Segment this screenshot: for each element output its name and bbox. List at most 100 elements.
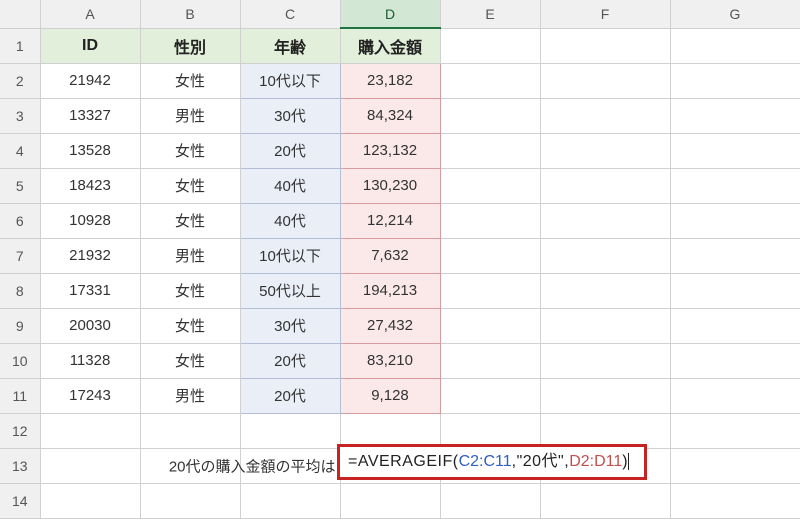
row-header-1[interactable]: 1 [0,28,40,63]
cell-C4[interactable]: 20代 [240,133,340,168]
cell-E3[interactable] [440,98,540,133]
col-header-D[interactable]: D [340,0,440,28]
cell-C8[interactable]: 50代以上 [240,273,340,308]
cell-B7[interactable]: 男性 [140,238,240,273]
cell-B3[interactable]: 男性 [140,98,240,133]
cell-B9[interactable]: 女性 [140,308,240,343]
cell-E1[interactable] [440,28,540,63]
cell-G10[interactable] [670,343,800,378]
cell-A3[interactable]: 13327 [40,98,140,133]
cell-D5[interactable]: 130,230 [340,168,440,203]
cell-D4[interactable]: 123,132 [340,133,440,168]
cell-A10[interactable]: 11328 [40,343,140,378]
cell-C10[interactable]: 20代 [240,343,340,378]
cell-B5[interactable]: 女性 [140,168,240,203]
cell-D6[interactable]: 12,214 [340,203,440,238]
cell-D2[interactable]: 23,182 [340,63,440,98]
header-cell-B[interactable]: 性別 [140,28,240,63]
cell-D3[interactable]: 84,324 [340,98,440,133]
row-header-6[interactable]: 6 [0,203,40,238]
row-header-7[interactable]: 7 [0,238,40,273]
cell-B4[interactable]: 女性 [140,133,240,168]
col-header-E[interactable]: E [440,0,540,28]
cell-F6[interactable] [540,203,670,238]
cell-A12[interactable] [40,413,140,448]
cell-E12[interactable] [440,413,540,448]
cell-G14[interactable] [670,483,800,518]
cell-D10[interactable]: 83,210 [340,343,440,378]
cell-C7[interactable]: 10代以下 [240,238,340,273]
cell-E10[interactable] [440,343,540,378]
cell-A4[interactable]: 13528 [40,133,140,168]
row-header-8[interactable]: 8 [0,273,40,308]
cell-A13[interactable] [40,448,140,483]
cell-G2[interactable] [670,63,800,98]
cell-C2[interactable]: 10代以下 [240,63,340,98]
cell-C6[interactable]: 40代 [240,203,340,238]
cell-B2[interactable]: 女性 [140,63,240,98]
avg-label[interactable]: 20代の購入金額の平均は [240,448,340,483]
cell-E14[interactable] [440,483,540,518]
cell-G3[interactable] [670,98,800,133]
cell-E9[interactable] [440,308,540,343]
cell-F5[interactable] [540,168,670,203]
spreadsheet-grid[interactable]: ABCDEFG1ID性別年齢購入金額221942女性10代以下23,182313… [0,0,800,519]
select-all-corner[interactable] [0,0,40,28]
cell-D11[interactable]: 9,128 [340,378,440,413]
cell-A2[interactable]: 21942 [40,63,140,98]
header-cell-D[interactable]: 購入金額 [340,28,440,63]
cell-G12[interactable] [670,413,800,448]
cell-B11[interactable]: 男性 [140,378,240,413]
cell-D14[interactable] [340,483,440,518]
cell-G5[interactable] [670,168,800,203]
cell-E8[interactable] [440,273,540,308]
cell-F2[interactable] [540,63,670,98]
row-header-12[interactable]: 12 [0,413,40,448]
cell-E11[interactable] [440,378,540,413]
row-header-14[interactable]: 14 [0,483,40,518]
row-header-3[interactable]: 3 [0,98,40,133]
cell-D8[interactable]: 194,213 [340,273,440,308]
col-header-B[interactable]: B [140,0,240,28]
cell-G6[interactable] [670,203,800,238]
cell-G9[interactable] [670,308,800,343]
cell-E5[interactable] [440,168,540,203]
cell-C11[interactable]: 20代 [240,378,340,413]
formula-edit-box[interactable]: =AVERAGEIF(C2:C11,"20代",D2:D11) [337,444,647,480]
header-cell-C[interactable]: 年齢 [240,28,340,63]
cell-G1[interactable] [670,28,800,63]
cell-F11[interactable] [540,378,670,413]
cell-B8[interactable]: 女性 [140,273,240,308]
header-cell-A[interactable]: ID [40,28,140,63]
cell-C12[interactable] [240,413,340,448]
row-header-9[interactable]: 9 [0,308,40,343]
cell-C9[interactable]: 30代 [240,308,340,343]
cell-A7[interactable]: 21932 [40,238,140,273]
cell-F7[interactable] [540,238,670,273]
cell-D12[interactable] [340,413,440,448]
cell-A9[interactable]: 20030 [40,308,140,343]
cell-G4[interactable] [670,133,800,168]
col-header-C[interactable]: C [240,0,340,28]
cell-C5[interactable]: 40代 [240,168,340,203]
cell-G13[interactable] [670,448,800,483]
cell-A14[interactable] [40,483,140,518]
cell-B12[interactable] [140,413,240,448]
cell-F14[interactable] [540,483,670,518]
cell-B6[interactable]: 女性 [140,203,240,238]
cell-A5[interactable]: 18423 [40,168,140,203]
cell-E7[interactable] [440,238,540,273]
cell-A8[interactable]: 17331 [40,273,140,308]
cell-D7[interactable]: 7,632 [340,238,440,273]
cell-F8[interactable] [540,273,670,308]
cell-F1[interactable] [540,28,670,63]
row-header-13[interactable]: 13 [0,448,40,483]
cell-F4[interactable] [540,133,670,168]
cell-F9[interactable] [540,308,670,343]
row-header-2[interactable]: 2 [0,63,40,98]
cell-D9[interactable]: 27,432 [340,308,440,343]
cell-E4[interactable] [440,133,540,168]
col-header-G[interactable]: G [670,0,800,28]
cell-B10[interactable]: 女性 [140,343,240,378]
cell-G11[interactable] [670,378,800,413]
